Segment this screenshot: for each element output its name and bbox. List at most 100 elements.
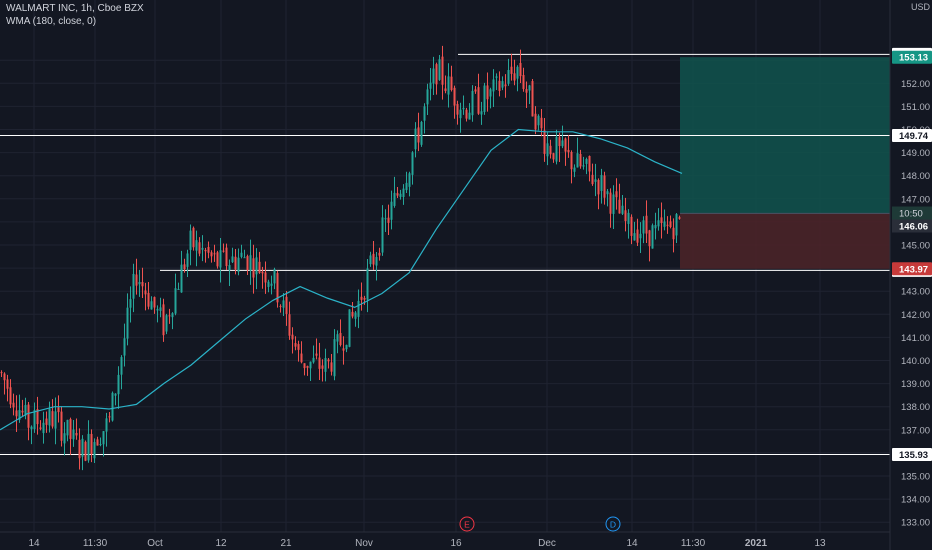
chart-legend: WALMART INC, 1h, Cboe BZX WMA (180, clos…	[6, 2, 144, 28]
price-tick-label: 149.00	[901, 148, 930, 159]
horizontal-lines[interactable]	[0, 53, 890, 456]
candle-body	[411, 152, 414, 175]
candle-body	[330, 362, 333, 372]
candle-body	[174, 288, 177, 314]
candle-body	[321, 365, 324, 369]
candle-body	[66, 419, 69, 436]
candle-body	[123, 338, 126, 356]
earnings-event-letter: E	[464, 520, 470, 530]
candle-body	[21, 410, 24, 413]
price-tick-label: 135.00	[901, 472, 930, 483]
time-axis[interactable]: 14 11:30 Oct 12 21 Nov 16 Dec 14 11:30 2021 13	[28, 538, 826, 549]
hline-price-label: 135.93	[899, 450, 928, 461]
target-price-label: 153.13	[899, 53, 928, 64]
candle-body	[666, 224, 669, 226]
candle-body	[243, 257, 246, 259]
candle-body	[51, 411, 54, 427]
candle-body	[651, 225, 654, 249]
candle-body	[675, 214, 678, 236]
candle-body	[195, 240, 198, 251]
series-lines	[0, 128, 683, 431]
candle-body	[501, 81, 504, 88]
indicator-title[interactable]: WMA (180, close, 0)	[6, 16, 97, 27]
candle-body	[162, 304, 165, 336]
candle-body	[585, 159, 588, 164]
candle-body	[255, 257, 258, 275]
dividends-event-letter: D	[610, 520, 616, 530]
candle-body	[615, 191, 618, 198]
candle-body	[387, 217, 390, 223]
stop-loss-zone[interactable]	[680, 213, 890, 269]
candle-body	[117, 374, 120, 395]
candle-body	[432, 68, 435, 84]
candle-body	[567, 149, 570, 153]
candle-body	[381, 217, 384, 253]
candle-body	[639, 233, 642, 239]
candle-body	[291, 334, 294, 340]
currency-label[interactable]: USD	[910, 2, 930, 12]
candle-body	[645, 215, 648, 234]
candle-body	[669, 221, 672, 228]
candle-body	[582, 165, 585, 167]
candle-body	[621, 205, 624, 214]
candle-body	[144, 290, 147, 295]
candle-body	[468, 112, 471, 120]
candle-body	[597, 179, 600, 195]
candle-body	[33, 410, 36, 430]
candle-body	[126, 307, 129, 339]
position-zones[interactable]	[680, 57, 890, 269]
price-labels: 153.25149.74143.90135.93153.13146.37143.…	[892, 47, 932, 462]
candle-body	[318, 357, 321, 369]
candle-body	[3, 373, 6, 381]
earnings-event-icon[interactable]	[459, 516, 475, 532]
candle-body	[234, 256, 237, 270]
candle-body	[180, 264, 183, 293]
price-tick-label: 148.00	[901, 171, 930, 182]
time-tick-label: Dec	[538, 538, 556, 549]
price-tick-label: 142.00	[901, 310, 930, 321]
price-tick-label: 133.00	[901, 518, 930, 529]
candle-body	[351, 311, 354, 317]
candle-body	[540, 117, 543, 129]
candle-body	[522, 74, 525, 89]
candle-body	[405, 182, 408, 191]
price-tick-label: 140.00	[901, 356, 930, 367]
candle-body	[528, 85, 531, 91]
candle-body	[513, 73, 516, 81]
candle-body	[192, 227, 195, 248]
candle-body	[492, 79, 495, 92]
candle-body	[678, 217, 681, 219]
candle-body	[210, 252, 213, 257]
candle-body	[237, 257, 240, 272]
candle-body	[444, 88, 447, 92]
dividends-event-icon[interactable]	[605, 516, 621, 532]
candle-body	[153, 297, 156, 308]
last-price-label: 146.06	[899, 222, 928, 233]
candle-body	[132, 273, 135, 299]
time-tick-label: 12	[215, 538, 227, 549]
candle-body	[204, 249, 207, 252]
candle-body	[18, 410, 21, 420]
candle-body	[147, 292, 150, 307]
time-tick-label: Oct	[147, 538, 163, 549]
candle-body	[672, 227, 675, 240]
symbol-title[interactable]: WALMART INC, 1h, Cboe BZX	[6, 3, 144, 14]
candle-body	[129, 299, 132, 308]
candle-body	[273, 269, 276, 284]
candle-body	[408, 173, 411, 187]
candle-body	[663, 221, 666, 227]
candle-body	[366, 268, 369, 300]
candle-body	[240, 252, 243, 257]
candle-body	[198, 242, 201, 254]
candle-body	[96, 439, 99, 446]
candle-body	[84, 441, 87, 461]
price-tick-label: 151.00	[901, 102, 930, 113]
candle-body	[306, 366, 309, 368]
candle-body	[99, 444, 102, 446]
candle-body	[27, 404, 30, 428]
candle-body	[45, 418, 48, 425]
candle-body	[534, 113, 537, 130]
candle-body	[600, 175, 603, 191]
